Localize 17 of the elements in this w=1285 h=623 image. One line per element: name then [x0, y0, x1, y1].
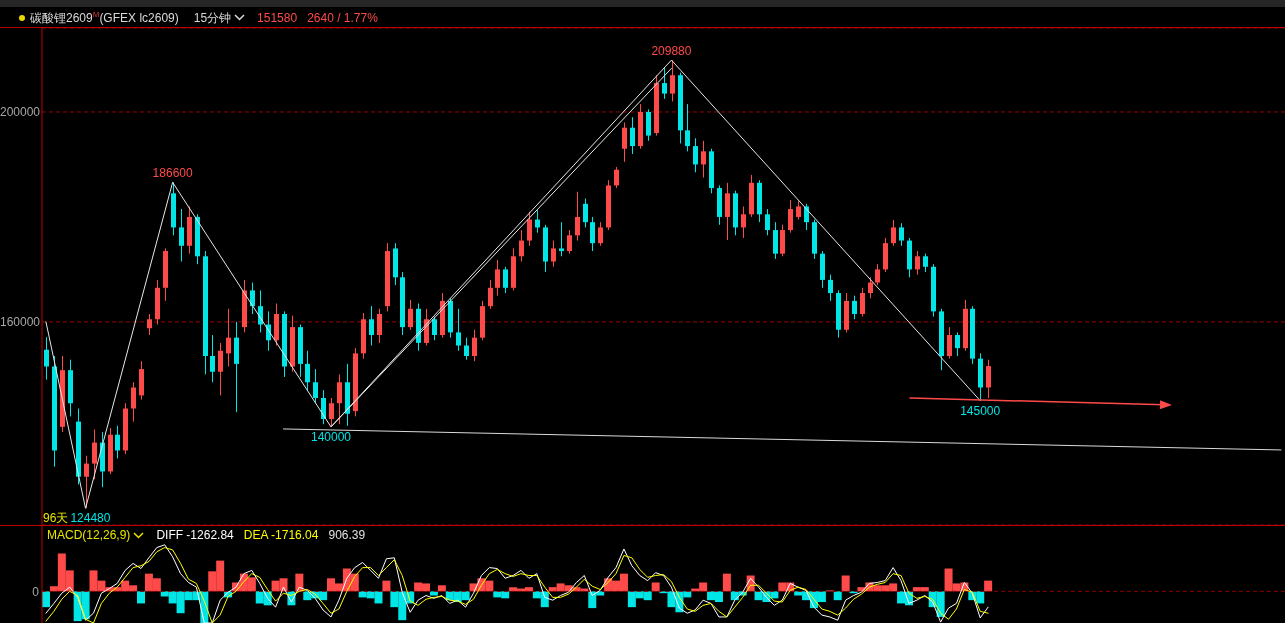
ref-line-label: 0: [32, 584, 40, 599]
annotation: 145000: [960, 403, 1001, 418]
annotation: 209880: [651, 44, 692, 59]
text: DEA -1716.04: [243, 528, 319, 542]
annotation: 140000: [310, 429, 352, 444]
chart-subtitle: 15分钟: [193, 10, 232, 25]
chart-title: MACD(12,26,9): [47, 528, 131, 542]
y-tick-label: 160000: [0, 315, 41, 330]
y-tick-label: 200000: [0, 105, 41, 120]
text: 2640 / 1.77%: [307, 10, 378, 25]
chart-title: 碳酸锂2609$^{M}$(GFEX lc2609): [30, 9, 179, 25]
text: DIFF -1262.84: [156, 528, 234, 542]
annotation: 96天: [43, 511, 69, 525]
annotation: 124480: [70, 511, 111, 525]
text: 906.39: [328, 528, 366, 542]
text: 151580: [257, 10, 298, 25]
annotation: 186600: [152, 166, 193, 181]
